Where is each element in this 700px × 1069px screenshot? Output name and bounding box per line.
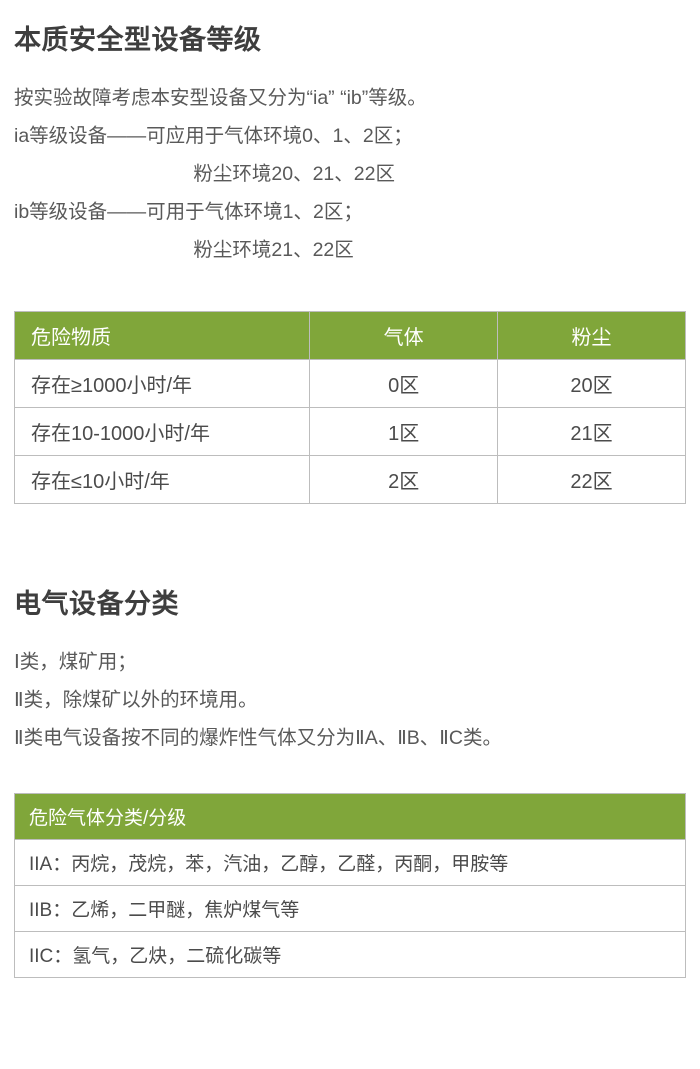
- cell-dust: 20区: [498, 360, 686, 408]
- intro-line-ia: ia等级设备——可应用于气体环境0、1、2区；: [14, 117, 686, 155]
- cell-gas: 0区: [310, 360, 498, 408]
- heading-1: 本质安全型设备等级: [14, 18, 686, 57]
- gas-class-table: 危险气体分类/分级 IIA：丙烷，茂烷，苯，汽油，乙醇，乙醛，丙酮，甲胺等 II…: [14, 793, 686, 978]
- th-substance: 危险物质: [15, 312, 310, 360]
- table-header-row: 危险气体分类/分级: [15, 794, 686, 840]
- section-intrinsically-safe: 本质安全型设备等级 按实验故障考虑本安型设备又分为“ia” “ib”等级。 ia…: [14, 18, 686, 269]
- cell-substance: 存在≥1000小时/年: [15, 360, 310, 408]
- class-line-3: Ⅱ类电气设备按不同的爆炸性气体又分为ⅡA、ⅡB、ⅡC类。: [14, 719, 686, 757]
- intro-line-1: 按实验故障考虑本安型设备又分为“ia” “ib”等级。: [14, 79, 686, 117]
- cell-substance: 存在≤10小时/年: [15, 456, 310, 504]
- intro-line-ib-dust: 粉尘环境21、22区: [14, 231, 686, 269]
- cell-dust: 22区: [498, 456, 686, 504]
- class-line-1: Ⅰ类，煤矿用；: [14, 643, 686, 681]
- table-row: 存在10-1000小时/年 1区 21区: [15, 408, 686, 456]
- intro-line-ib: ib等级设备——可用于气体环境1、2区；: [14, 193, 686, 231]
- cell-gas: 2区: [310, 456, 498, 504]
- cell-iic: IIC：氢气，乙炔，二硫化碳等: [15, 932, 686, 978]
- th-gas-class: 危险气体分类/分级: [15, 794, 686, 840]
- cell-iia: IIA：丙烷，茂烷，苯，汽油，乙醇，乙醛，丙酮，甲胺等: [15, 840, 686, 886]
- cell-substance: 存在10-1000小时/年: [15, 408, 310, 456]
- section-equipment-class: 电气设备分类 Ⅰ类，煤矿用； Ⅱ类，除煤矿以外的环境用。 Ⅱ类电气设备按不同的爆…: [14, 582, 686, 757]
- class-line-2: Ⅱ类，除煤矿以外的环境用。: [14, 681, 686, 719]
- table-row: IIC：氢气，乙炔，二硫化碳等: [15, 932, 686, 978]
- table-header-row: 危险物质 气体 粉尘: [15, 312, 686, 360]
- heading-2: 电气设备分类: [14, 582, 686, 621]
- th-dust: 粉尘: [498, 312, 686, 360]
- table-row: IIB：乙烯，二甲醚，焦炉煤气等: [15, 886, 686, 932]
- hazard-zone-table: 危险物质 气体 粉尘 存在≥1000小时/年 0区 20区 存在10-1000小…: [14, 311, 686, 504]
- cell-dust: 21区: [498, 408, 686, 456]
- table-row: 存在≤10小时/年 2区 22区: [15, 456, 686, 504]
- th-gas: 气体: [310, 312, 498, 360]
- table-row: 存在≥1000小时/年 0区 20区: [15, 360, 686, 408]
- cell-gas: 1区: [310, 408, 498, 456]
- table-row: IIA：丙烷，茂烷，苯，汽油，乙醇，乙醛，丙酮，甲胺等: [15, 840, 686, 886]
- cell-iib: IIB：乙烯，二甲醚，焦炉煤气等: [15, 886, 686, 932]
- intro-line-ia-dust: 粉尘环境20、21、22区: [14, 155, 686, 193]
